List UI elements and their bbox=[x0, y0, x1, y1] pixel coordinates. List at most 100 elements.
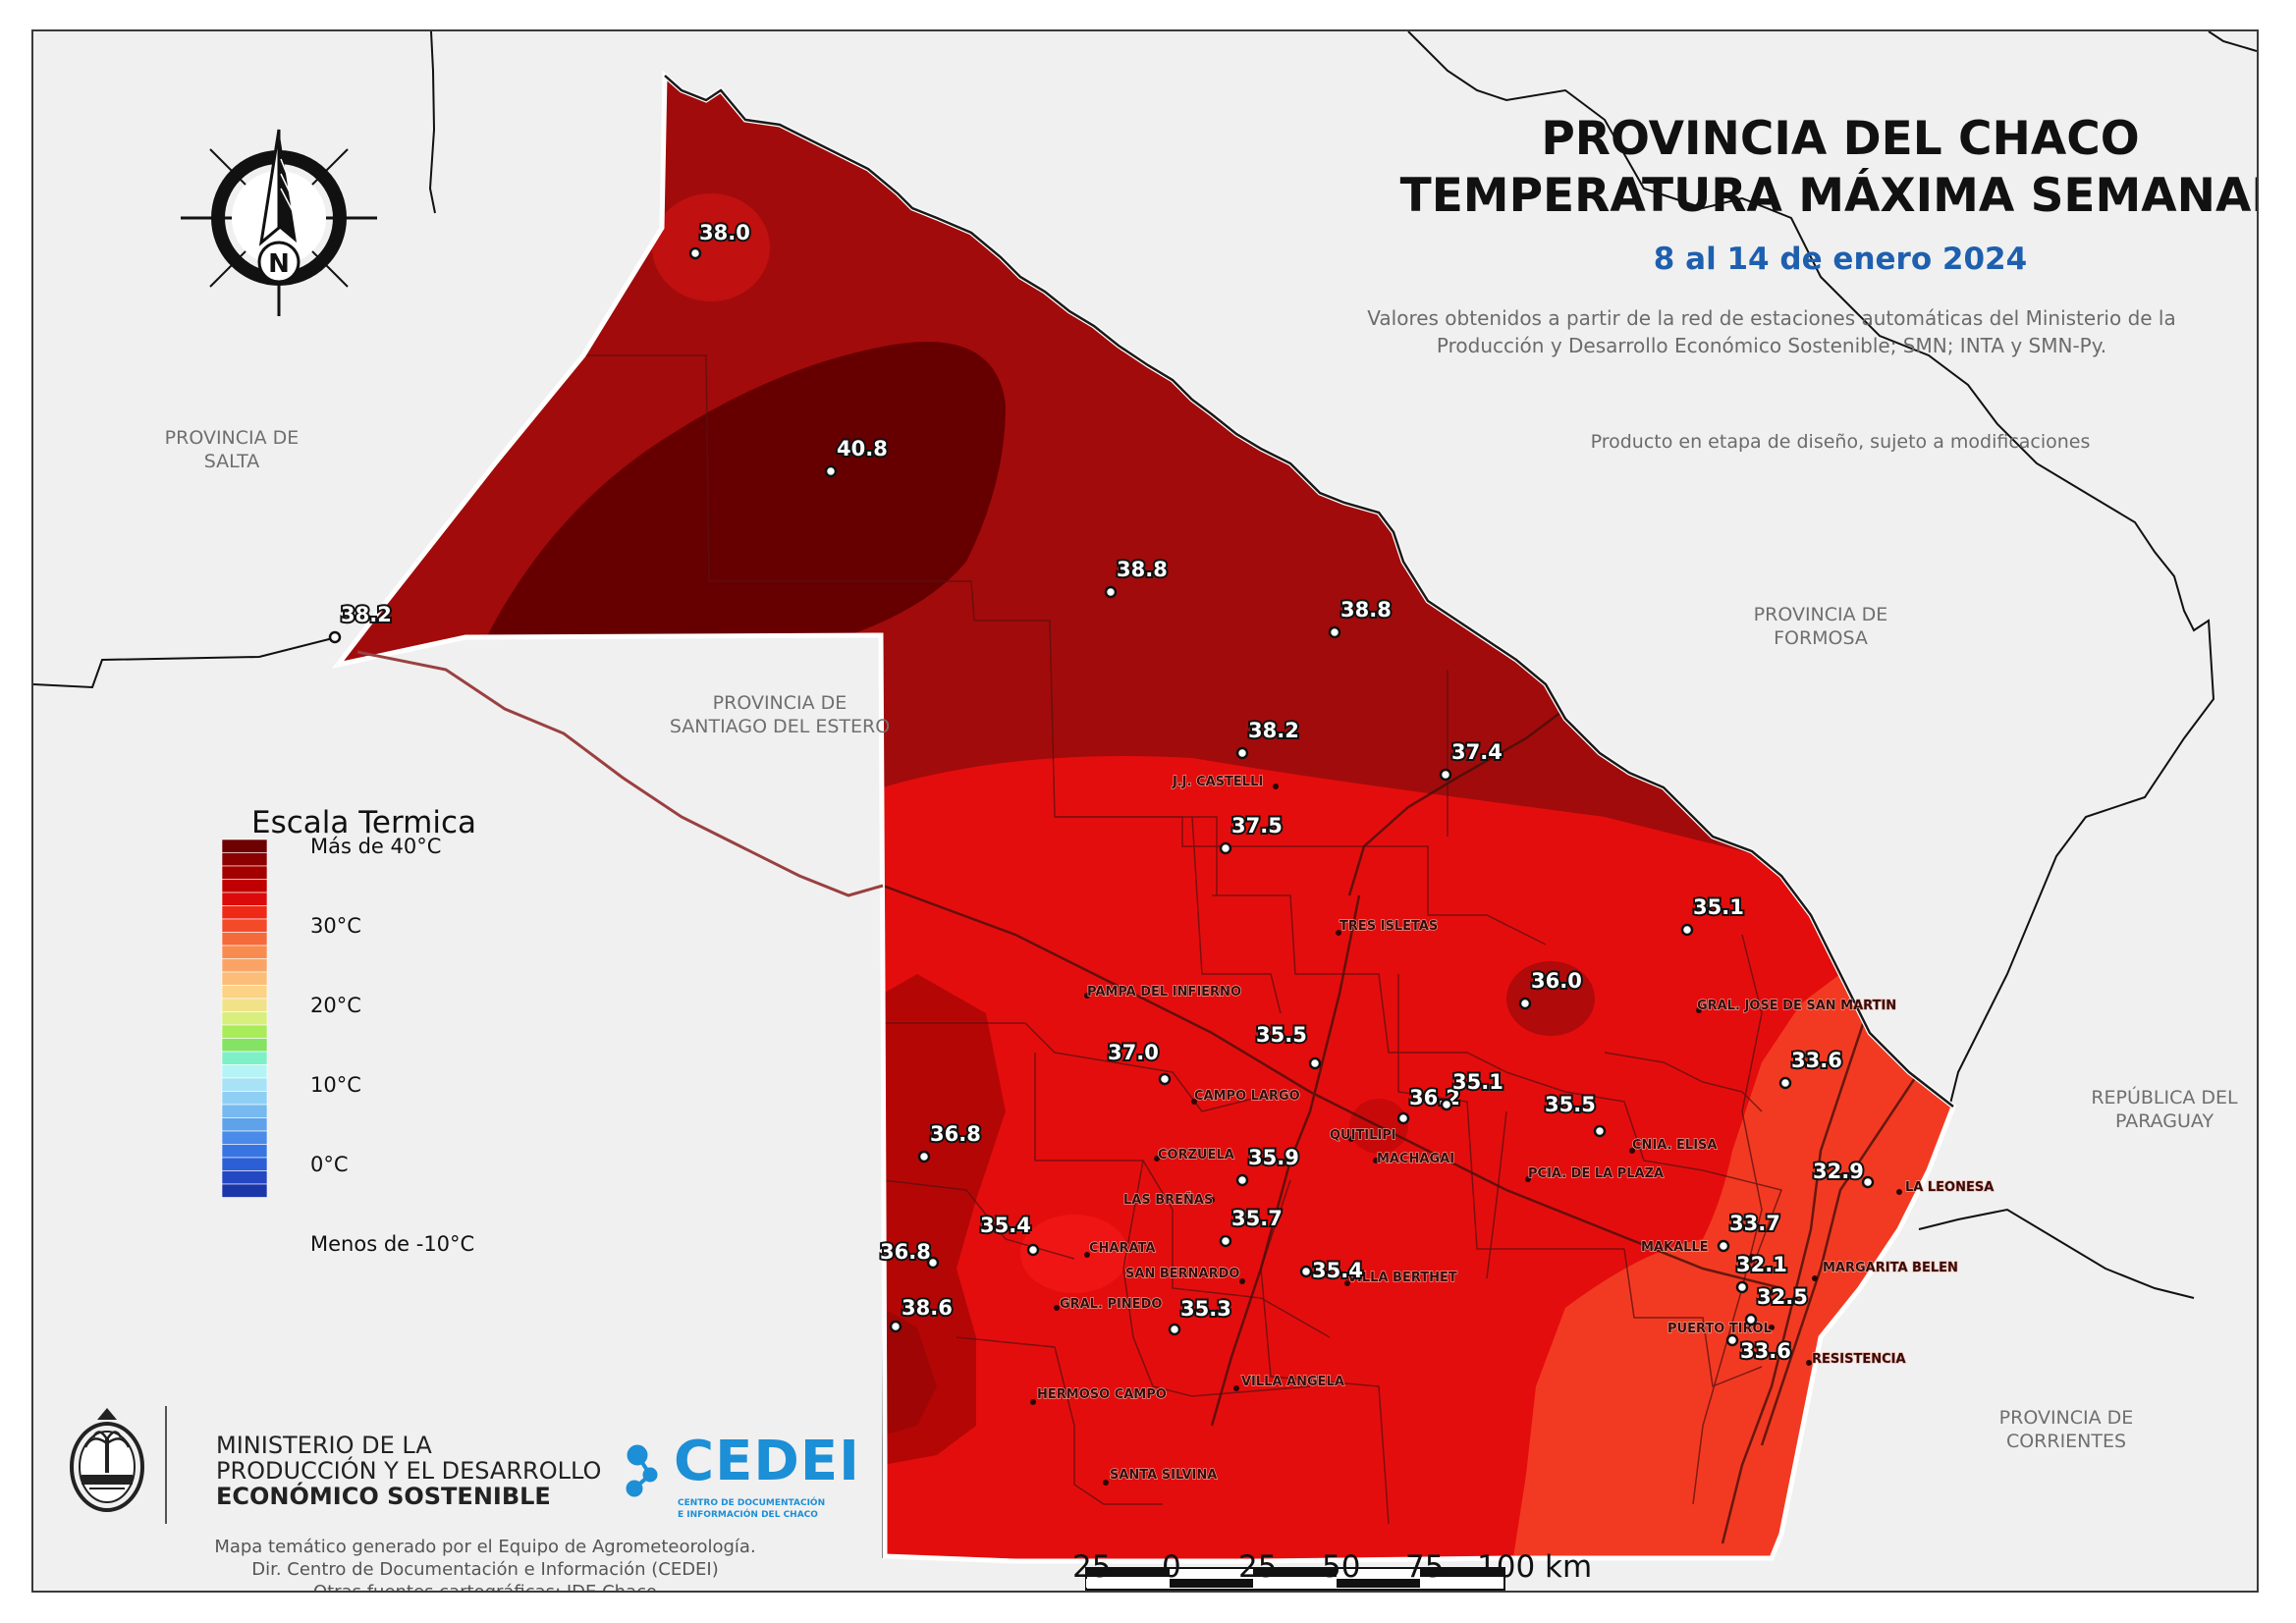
station-value: 38.8 bbox=[1117, 558, 1168, 581]
station-marker bbox=[1725, 1333, 1739, 1347]
station-marker bbox=[1518, 997, 1532, 1010]
province-label-line: PROVINCIA DE bbox=[164, 427, 300, 449]
station-value: 35.9 bbox=[1248, 1146, 1299, 1169]
cedei-wordmark: CEDEI bbox=[674, 1430, 860, 1493]
legend-label-min: Menos de -10°C bbox=[310, 1232, 475, 1256]
station-marker bbox=[1439, 768, 1452, 782]
station-value: 35.1 bbox=[1693, 895, 1744, 919]
source-note-line: Valores obtenidos a partir de la red de … bbox=[1367, 306, 2176, 330]
station-marker bbox=[688, 246, 702, 260]
town-dot bbox=[1812, 1275, 1818, 1281]
town-label: PAMPA DEL INFIERNO bbox=[1087, 985, 1241, 1000]
legend-label-30: 30°C bbox=[310, 914, 361, 938]
station-marker bbox=[1717, 1239, 1730, 1253]
ministry-line: ECONÓMICO SOSTENIBLE bbox=[216, 1483, 551, 1510]
town-dot bbox=[1054, 1305, 1060, 1311]
data-source-note: Valores obtenidos a partir de la red de … bbox=[1330, 304, 2214, 359]
label-santiago: PROVINCIA DE SANTIAGO DEL ESTERO bbox=[647, 691, 912, 738]
scale-label: 100 km bbox=[1477, 1549, 1593, 1585]
station-marker bbox=[1104, 585, 1118, 599]
legend-swatch bbox=[221, 1011, 268, 1026]
station-value: 36.2 bbox=[1409, 1086, 1460, 1109]
legend-label-20: 20°C bbox=[310, 994, 361, 1017]
town-label: HERMOSO CAMPO bbox=[1037, 1387, 1167, 1402]
station-value: 38.2 bbox=[1248, 719, 1299, 742]
legend-swatch bbox=[221, 958, 268, 973]
station-value: 36.8 bbox=[930, 1122, 981, 1146]
province-label-line: FORMOSA bbox=[1774, 627, 1868, 649]
town-label: MACHAGAI bbox=[1377, 1152, 1454, 1166]
town-dot bbox=[1084, 993, 1090, 999]
legend-swatch bbox=[221, 879, 268, 893]
town-dot bbox=[1769, 1325, 1775, 1330]
legend-swatch bbox=[221, 1051, 268, 1065]
station-marker bbox=[1308, 1056, 1322, 1070]
legend-swatch bbox=[221, 998, 268, 1012]
boundary-lines bbox=[33, 31, 2257, 1299]
town-dot bbox=[1233, 1385, 1239, 1391]
province-label-line: PROVINCIA DE bbox=[712, 692, 847, 714]
legend-swatch bbox=[221, 905, 268, 920]
station-value: 35.4 bbox=[980, 1214, 1031, 1237]
route-line bbox=[356, 650, 884, 897]
station-marker bbox=[926, 1256, 940, 1270]
legend-swatch bbox=[221, 1170, 268, 1185]
station-marker bbox=[1735, 1280, 1749, 1294]
legend-color-bar bbox=[221, 839, 268, 1198]
legend-swatch bbox=[221, 1024, 268, 1039]
town-dot bbox=[1896, 1189, 1902, 1195]
station-marker bbox=[1396, 1111, 1410, 1125]
town-label: LAS BREÑAS bbox=[1123, 1192, 1213, 1208]
legend-swatch bbox=[221, 918, 268, 933]
map-title-line2: TEMPERATURA MÁXIMA SEMANAL bbox=[1399, 169, 2259, 223]
scale-bar bbox=[1085, 1567, 1505, 1591]
station-marker bbox=[1235, 1173, 1249, 1187]
station-marker bbox=[1168, 1323, 1181, 1336]
north-letter: N bbox=[268, 249, 290, 279]
station-marker bbox=[1861, 1175, 1875, 1189]
legend-swatch bbox=[221, 1157, 268, 1171]
town-label: J.J. CASTELLI bbox=[1172, 775, 1263, 789]
station-value: 33.6 bbox=[1791, 1049, 1842, 1072]
scale-label: 25 bbox=[1072, 1549, 1112, 1585]
town-label: PCIA. DE LA PLAZA bbox=[1528, 1166, 1664, 1181]
legend-label-0: 0°C bbox=[310, 1153, 349, 1176]
station-value: 32.5 bbox=[1757, 1285, 1808, 1309]
government-seal-icon bbox=[70, 1408, 144, 1512]
credit-line: Mapa temático generado por el Equipo de … bbox=[214, 1537, 756, 1557]
town-label: SAN BERNARDO bbox=[1125, 1267, 1239, 1281]
legend-swatch bbox=[221, 1117, 268, 1132]
legend-swatch bbox=[221, 985, 268, 1000]
station-value: 40.8 bbox=[837, 437, 888, 460]
station-value: 35.5 bbox=[1545, 1093, 1596, 1116]
station-value: 37.4 bbox=[1451, 740, 1503, 764]
legend-swatch bbox=[221, 971, 268, 986]
province-label-line: REPÚBLICA DEL bbox=[2091, 1087, 2238, 1109]
town-label: LA LEONESA bbox=[1905, 1180, 1994, 1195]
town-dot bbox=[1749, 1254, 1755, 1260]
town-label: TRES ISLETAS bbox=[1339, 919, 1438, 934]
legend-swatch bbox=[221, 932, 268, 947]
station-value: 33.6 bbox=[1740, 1339, 1791, 1363]
station-value: 36.0 bbox=[1531, 969, 1582, 993]
station-value: 38.2 bbox=[341, 603, 392, 626]
town-dot bbox=[1084, 1252, 1090, 1258]
temperature-map: J.J. CASTELLI TRES ISLETAS PAMPA DEL INFIE… bbox=[33, 31, 2257, 1591]
town-label: GRAL. JOSE DE SAN MARTIN bbox=[1697, 999, 1896, 1013]
legend-swatch bbox=[221, 945, 268, 959]
cedei-subtitle-line: E INFORMACIÓN DEL CHACO bbox=[678, 1510, 818, 1520]
station-marker bbox=[1328, 625, 1341, 639]
station-marker bbox=[1299, 1265, 1313, 1278]
map-frame: J.J. CASTELLI TRES ISLETAS PAMPA DEL INFIE… bbox=[31, 29, 2259, 1593]
label-paraguay: REPÚBLICA DEL PARAGUAY bbox=[2066, 1086, 2257, 1133]
town-dot bbox=[1373, 1158, 1379, 1163]
town-label: GRAL. PINEDO bbox=[1060, 1297, 1162, 1312]
station-marker bbox=[1219, 1234, 1232, 1248]
town-dot bbox=[1348, 1136, 1354, 1142]
cedei-logo-icon bbox=[626, 1444, 658, 1497]
town-dot bbox=[1209, 1197, 1215, 1203]
town-dot bbox=[1103, 1480, 1109, 1486]
station-value: 37.5 bbox=[1231, 814, 1283, 838]
province-label-line: PROVINCIA DE bbox=[1998, 1407, 2134, 1429]
station-value: 35.1 bbox=[1452, 1070, 1503, 1094]
